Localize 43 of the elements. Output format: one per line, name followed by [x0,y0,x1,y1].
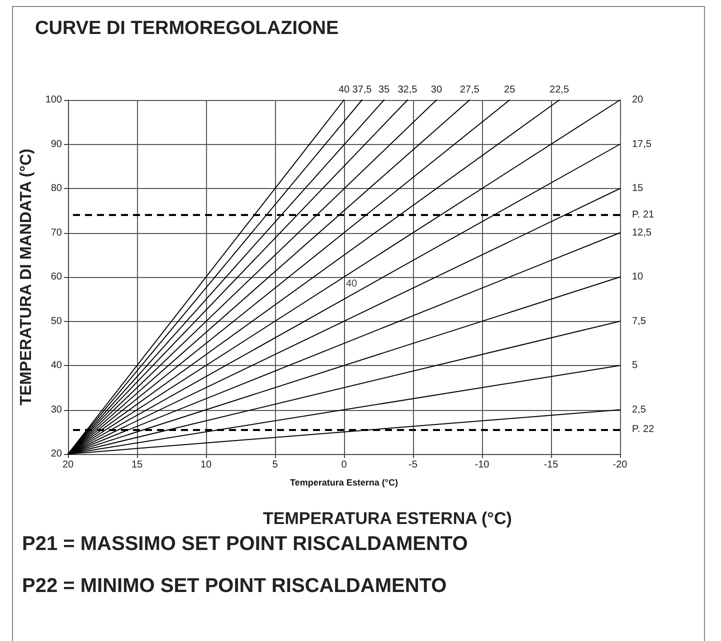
series-label: 10 [632,272,644,282]
y-axis-title: TEMPERATURA DI MANDATA (°C) [18,148,35,406]
series-label: 35 [378,84,390,96]
x-tick-label: 0 [341,460,348,470]
ref-line-label: P. 22 [632,424,654,436]
series-label: 12,5 [632,227,652,238]
x-tick-label: -15 [544,460,559,470]
series-label: 17,5 [632,138,652,150]
series-label: 32,5 [398,84,418,96]
x-tick-label: 15 [131,460,143,470]
y-tick-label: 100 [45,94,62,106]
x-tick-label: -10 [474,460,490,470]
text: TEMPERATURA ESTERNA (°C) [263,509,512,528]
annotation: 40 [346,278,358,290]
y-tick-label: 20 [50,448,62,460]
text: P21 = MASSIMO SET POINT RISCALDAMENTO [22,533,468,555]
series-label: 40 [338,84,350,96]
ref-line-label: P. 21 [632,210,654,221]
x-tick-label: 20 [62,460,74,470]
chart-title: CURVE DI TERMOREGOLAZIONE [35,18,339,39]
series-label: 30 [430,84,442,96]
y-tick-label: 80 [50,183,62,194]
y-tick-label: 30 [50,404,62,416]
series-label: 22,5 [550,84,570,96]
series-label: 20 [632,94,644,106]
x-tick-label: 5 [272,460,278,470]
series-label: 2,5 [632,404,646,416]
y-tick-label: 40 [50,360,62,371]
text: P22 = MINIMO SET POINT RISCALDAMENTO [22,575,447,597]
y-tick-label: 90 [50,138,62,150]
series-label: 37,5 [352,84,372,96]
y-tick-label: 60 [50,272,62,282]
series-label: 27,5 [460,84,480,96]
series-label: 25 [504,84,516,96]
y-tick-label: 50 [50,316,62,327]
series-label: 7,5 [632,316,646,327]
x-tick-label: 10 [200,460,212,470]
y-tick-label: 70 [50,227,62,238]
x-axis-title: Temperatura Esterna (°C) [290,478,398,488]
series-label: 5 [632,360,638,371]
x-tick-label: -20 [612,460,628,470]
x-tick-label: -5 [408,460,418,470]
series-label: 15 [632,183,644,194]
